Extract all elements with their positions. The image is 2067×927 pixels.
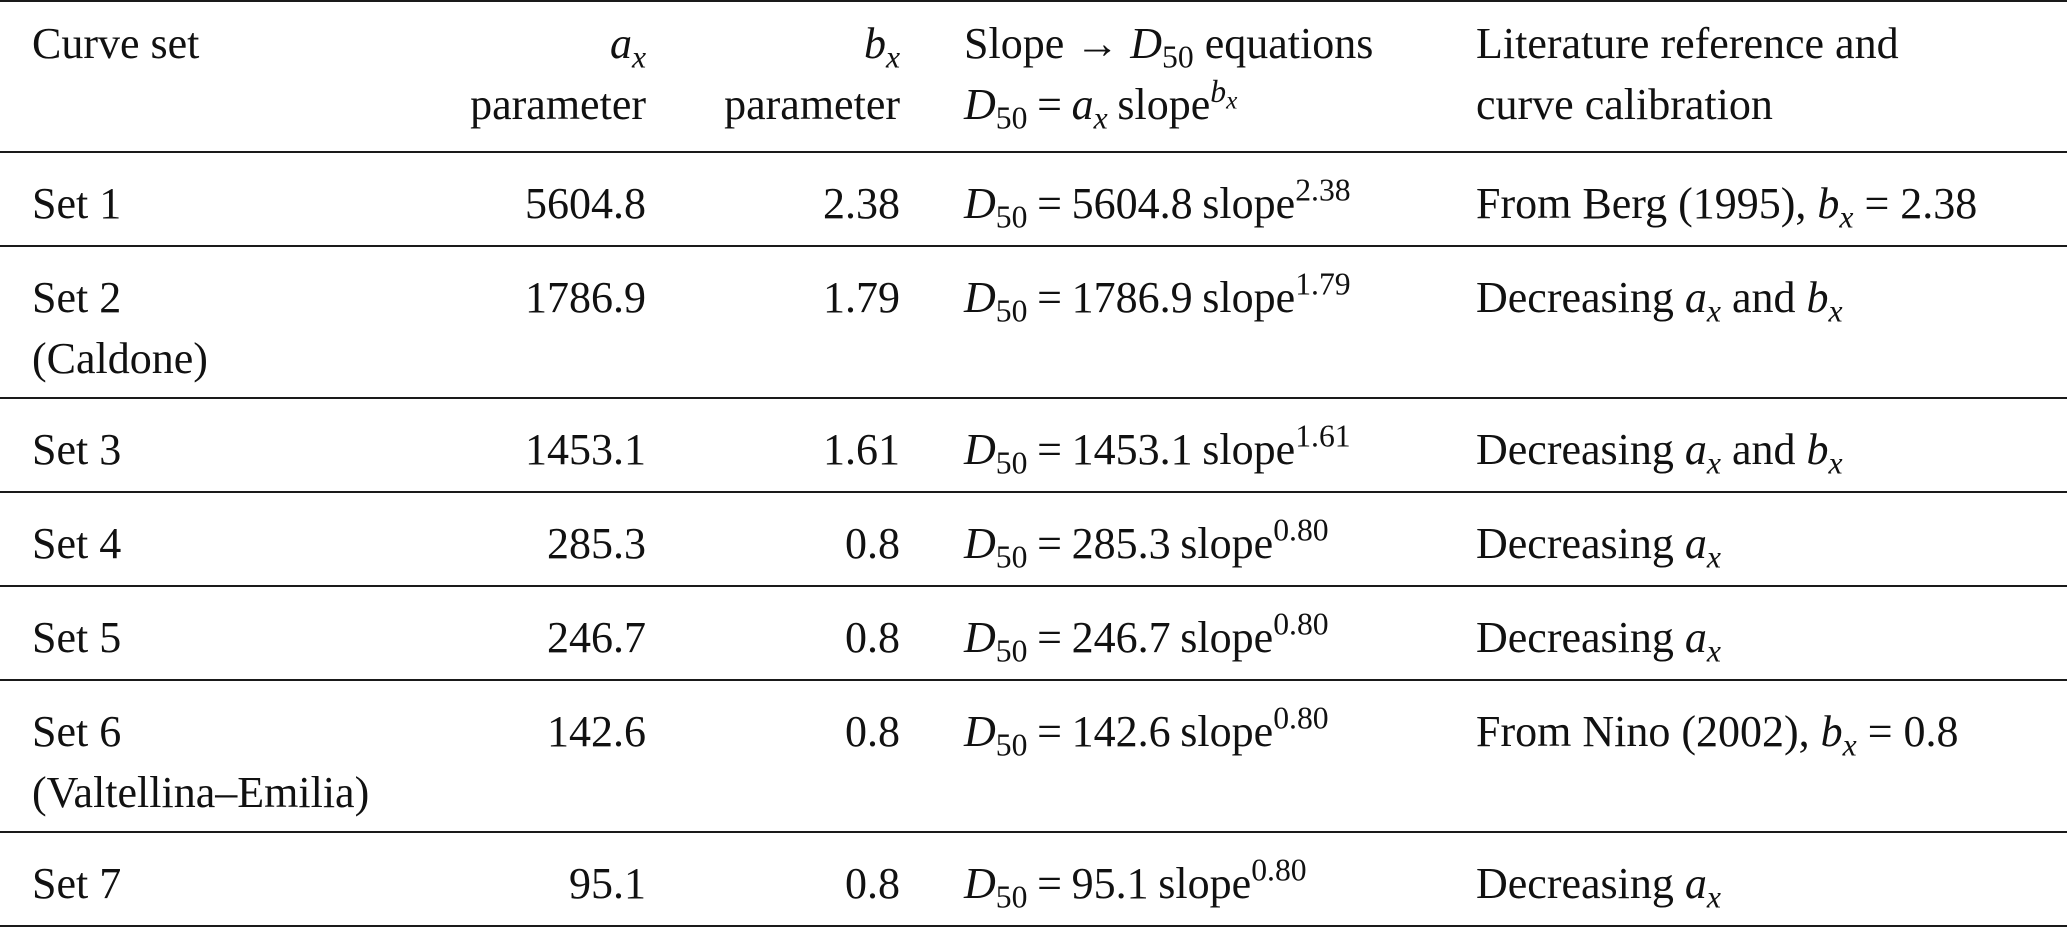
eq-exponent: 0.80 [1273, 700, 1329, 736]
set-label: Set 2 [32, 273, 122, 322]
equation: D50 = 1453.1 slope1.61 [964, 418, 1351, 481]
header-equations-formula: D50 = ax slopebx [964, 73, 1238, 136]
bx-value: 2.38 [823, 179, 900, 228]
ax-value: 1786.9 [525, 273, 646, 322]
table-row-set: Set 7 [32, 853, 121, 914]
eq-coefficient: 285.3 [1071, 519, 1171, 568]
eq-coefficient: 1453.1 [1071, 425, 1193, 474]
ax-value: 285.3 [547, 519, 646, 568]
literature-reference: Decreasing ax and bx [1476, 273, 1843, 329]
eq-exponent: 0.80 [1273, 606, 1329, 642]
set-label: Set 7 [32, 859, 122, 908]
table-row-set: Set 5 [32, 607, 121, 668]
row-rule [0, 245, 2067, 247]
literature-reference: Decreasing ax [1476, 613, 1721, 669]
literature-reference: From Nino (2002), bx = 0.8 [1476, 707, 1959, 763]
eq-coefficient: 5604.8 [1071, 179, 1193, 228]
bx-value: 0.8 [845, 519, 900, 568]
header-curve-set-label: Curve set [32, 19, 200, 68]
eq-lhs: D [964, 613, 996, 662]
header-bx-symbol: bx [863, 19, 900, 75]
eq-lhs: D [964, 179, 996, 228]
set-sublabel: (Caldone) [32, 334, 208, 383]
eq-lhs: D [964, 519, 996, 568]
ax-value: 142.6 [547, 707, 646, 756]
header-ax-symbol: ax [609, 19, 646, 75]
header-bx-parameter: bx parameter [660, 13, 900, 135]
table-row-set: Set 3 [32, 419, 121, 480]
bx-value: 1.79 [823, 273, 900, 322]
literature-reference: From Berg (1995), bx = 2.38 [1476, 179, 1978, 235]
row-rule [0, 585, 2067, 587]
header-literature-line2: curve calibration [1476, 80, 1773, 129]
eq-lhs: D [964, 273, 996, 322]
header-literature: Literature reference and curve calibrati… [1476, 13, 1899, 135]
set-label: Set 1 [32, 179, 122, 228]
equation: D50 = 1786.9 slope1.79 [964, 266, 1351, 329]
set-label: Set 6 [32, 707, 122, 756]
eq-coefficient: 1786.9 [1071, 273, 1193, 322]
equation: D50 = 95.1 slope0.80 [964, 852, 1307, 915]
table-row-set: Set 1 [32, 173, 121, 234]
set-label: Set 5 [32, 613, 122, 662]
eq-exponent: 1.61 [1295, 418, 1351, 454]
literature-reference: Decreasing ax [1476, 859, 1721, 915]
eq-lhs: D [964, 859, 996, 908]
row-rule [0, 831, 2067, 833]
header-equations-title: Slope → D50 equations [964, 19, 1374, 75]
equation: D50 = 285.3 slope0.80 [964, 512, 1329, 575]
equation: D50 = 246.7 slope0.80 [964, 606, 1329, 669]
header-ax-parameter: ax parameter [400, 13, 646, 135]
equation: D50 = 5604.8 slope2.38 [964, 172, 1351, 235]
header-curve-set: Curve set [32, 13, 199, 74]
header-literature-line1: Literature reference and [1476, 19, 1899, 68]
header-ax-label: parameter [470, 80, 646, 129]
set-label: Set 3 [32, 425, 122, 474]
header-bx-label: parameter [724, 80, 900, 129]
table-row-set: Set 6 (Valtellina–Emilia) [32, 701, 369, 823]
eq-coefficient: 142.6 [1071, 707, 1171, 756]
row-rule [0, 679, 2067, 681]
ax-value: 95.1 [569, 859, 646, 908]
eq-exponent: 2.38 [1295, 172, 1351, 208]
bottom-rule [0, 925, 2067, 927]
bx-value: 1.61 [823, 425, 900, 474]
bx-value: 0.8 [845, 707, 900, 756]
row-rule [0, 397, 2067, 399]
eq-exponent: 1.79 [1295, 266, 1351, 302]
set-label: Set 4 [32, 519, 122, 568]
ax-value: 246.7 [547, 613, 646, 662]
literature-reference: Decreasing ax and bx [1476, 425, 1843, 481]
top-rule [0, 0, 2067, 2]
eq-coefficient: 95.1 [1071, 859, 1149, 908]
eq-exponent: 0.80 [1251, 852, 1307, 888]
header-rule [0, 151, 2067, 153]
bx-value: 0.8 [845, 859, 900, 908]
ax-value: 1453.1 [525, 425, 646, 474]
table-row-set: Set 4 [32, 513, 121, 574]
ax-value: 5604.8 [525, 179, 646, 228]
bx-value: 0.8 [845, 613, 900, 662]
eq-exponent: 0.80 [1273, 512, 1329, 548]
header-equations: Slope → D50 equations D50 = ax slopebx [964, 13, 1373, 135]
literature-reference: Decreasing ax [1476, 519, 1721, 575]
row-rule [0, 491, 2067, 493]
set-sublabel: (Valtellina–Emilia) [32, 768, 370, 817]
eq-lhs: D [964, 707, 996, 756]
eq-lhs: D [964, 425, 996, 474]
eq-coefficient: 246.7 [1071, 613, 1171, 662]
equation: D50 = 142.6 slope0.80 [964, 700, 1329, 763]
table-row-set: Set 2 (Caldone) [32, 267, 208, 389]
